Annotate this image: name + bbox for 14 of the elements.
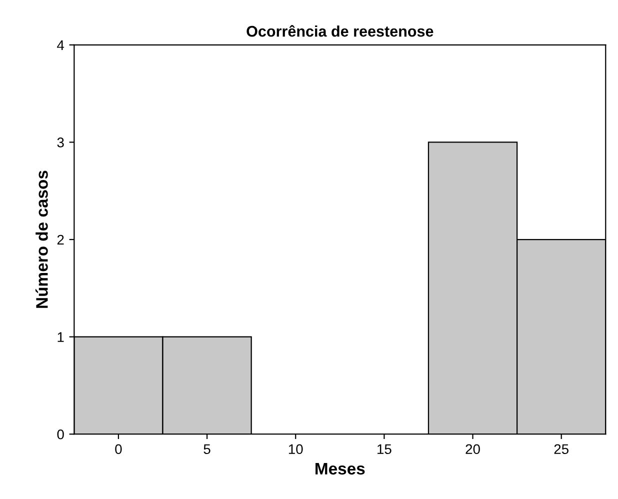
y-tick-label: 3 [57, 138, 64, 148]
chart-title: Ocorrência de reestenose [246, 25, 434, 37]
y-axis-title: Número de casos [35, 170, 48, 308]
y-tick-label: 0 [57, 429, 64, 440]
y-tick-label: 4 [57, 40, 64, 50]
y-tick-label: 1 [58, 332, 64, 342]
x-tick-label: 0 [115, 444, 122, 454]
y-tick-label: 2 [57, 234, 64, 245]
x-tick-label: 5 [204, 444, 210, 454]
x-tick-label: 25 [554, 444, 568, 454]
x-tick-label: 15 [378, 444, 392, 454]
x-axis-title: Meses [316, 462, 365, 475]
x-tick-label: 20 [466, 444, 480, 454]
x-tick-label: 10 [288, 444, 303, 454]
